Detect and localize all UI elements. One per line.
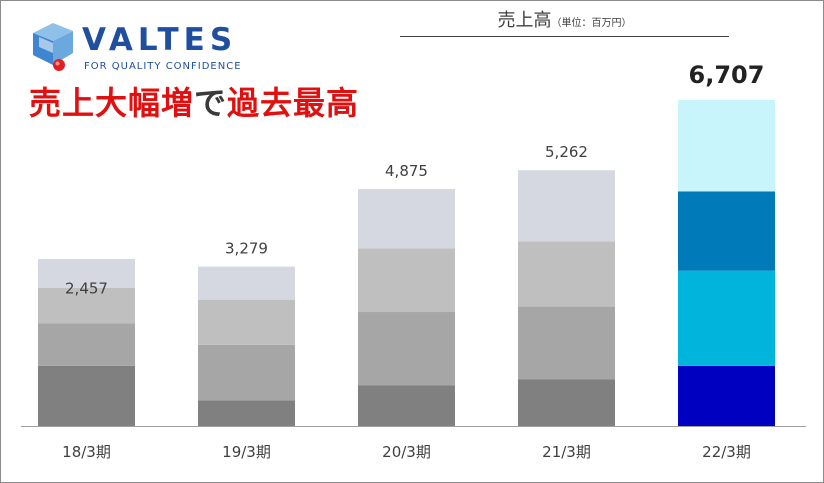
bar-segment-1-1: [38, 259, 135, 288]
data-label-1: 2,457: [65, 280, 108, 298]
chart-title-underline: [400, 36, 729, 37]
chart-unit: （単位：百万円）: [551, 18, 632, 29]
bar-segment-3-2: [358, 248, 455, 313]
bar-segment-3-4: [358, 385, 455, 426]
headline-part1: 売上大幅増: [29, 84, 195, 122]
data-label-5: 6,707: [689, 61, 765, 89]
bar-segment-2-3: [198, 344, 295, 401]
bar-segment-5-4: [678, 365, 775, 426]
bar-segment-4-3: [518, 306, 615, 380]
bar-segment-5-2: [678, 191, 775, 271]
bar-segment-1-3: [38, 323, 135, 366]
brand-tagline: FOR QUALITY CONFIDENCE: [84, 61, 242, 72]
brand-logo: VALTES FOR QUALITY CONFIDENCE: [29, 19, 269, 79]
x-tick-label-5: 22/3期: [702, 443, 751, 461]
chart-title: 売上高（単位：百万円）: [400, 9, 729, 36]
x-tick-label-1: 18/3期: [62, 443, 111, 461]
x-tick-label-2: 19/3期: [222, 443, 271, 461]
x-tick-label-4: 21/3期: [542, 443, 591, 461]
bar-segment-4-1: [518, 170, 615, 242]
logo-mark-icon: [33, 23, 73, 71]
bar-segment-2-4: [198, 400, 295, 426]
bar-segment-5-1: [678, 100, 775, 192]
bar-segment-1-2: [38, 287, 135, 324]
headline-part3: 過去最高: [227, 84, 360, 122]
data-label-2: 3,279: [225, 240, 268, 258]
bar-segment-4-2: [518, 241, 615, 307]
x-tick-label-3: 20/3期: [382, 443, 431, 461]
bar-segment-1-4: [38, 365, 135, 426]
bar-segment-3-3: [358, 312, 455, 386]
data-label-4: 5,262: [545, 143, 588, 161]
headline: 売上大幅増で過去最高: [29, 83, 359, 123]
bar-segment-2-2: [198, 299, 295, 345]
brand-name: VALTES: [82, 22, 238, 58]
chart-title-text: 売上高: [497, 10, 552, 31]
bar-segment-3-1: [358, 189, 455, 249]
bar-segment-2-1: [198, 266, 295, 300]
headline-part2: で: [194, 84, 228, 122]
bar-segment-4-4: [518, 379, 615, 426]
data-label-3: 4,875: [385, 162, 428, 180]
bar-segment-5-3: [678, 270, 775, 366]
